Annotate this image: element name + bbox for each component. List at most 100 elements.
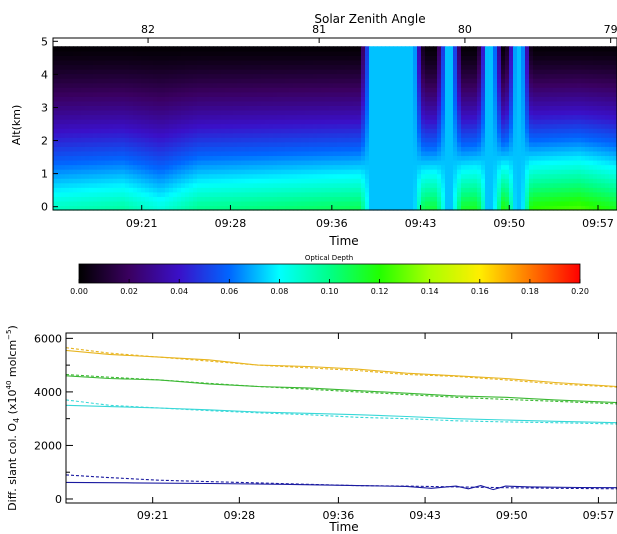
heatmap-cell — [489, 178, 494, 184]
heatmap-cell — [541, 205, 546, 211]
heatmap-cell — [121, 109, 126, 116]
heatmap-cell — [81, 105, 86, 111]
heatmap-cell — [189, 78, 194, 84]
heatmap-cell — [577, 119, 582, 125]
heatmap-cell — [377, 123, 382, 129]
heatmap-cell — [533, 141, 538, 147]
heatmap-cell — [149, 119, 154, 125]
heatmap-cell — [209, 132, 214, 138]
heatmap-cell — [509, 155, 514, 161]
heatmap-cell — [389, 96, 394, 102]
heatmap-cell — [169, 82, 174, 88]
heatmap-cell — [553, 82, 558, 88]
heatmap-cell — [537, 187, 542, 193]
heatmap-cell — [217, 87, 222, 93]
heatmap-cell — [185, 150, 190, 157]
heatmap-cell — [109, 155, 114, 161]
heatmap-cell — [245, 146, 250, 152]
heatmap-cell — [321, 87, 326, 93]
heatmap-cell — [325, 191, 330, 197]
heatmap-cell — [493, 91, 498, 97]
heatmap-cell — [473, 64, 478, 70]
heatmap-cell — [261, 159, 266, 166]
heatmap-cell — [521, 82, 526, 88]
heatmap-cell — [413, 155, 418, 161]
heatmap-cell — [277, 205, 282, 211]
heatmap-cell — [429, 59, 434, 66]
heatmap-cell — [573, 205, 578, 211]
heatmap-cell — [153, 69, 158, 75]
heatmap-cell — [577, 159, 582, 166]
heatmap-cell — [545, 109, 550, 116]
heatmap-cell — [137, 205, 142, 211]
heatmap-cell — [325, 141, 330, 147]
heatmap-cell — [77, 178, 82, 184]
heatmap-cell — [305, 55, 310, 61]
heatmap-cell — [65, 105, 70, 111]
heatmap-cell — [549, 69, 554, 75]
heatmap-cell — [293, 50, 298, 56]
heatmap-cell — [73, 59, 78, 66]
heatmap-cell — [137, 155, 142, 161]
heatmap-cell — [321, 46, 326, 52]
heatmap-cell — [537, 78, 542, 84]
heatmap-cell — [57, 187, 62, 193]
heatmap-cell — [77, 150, 82, 157]
heatmap-cell — [101, 187, 106, 193]
heatmap-cell — [357, 46, 362, 52]
heatmap-cell — [461, 119, 466, 125]
heatmap-cell — [533, 82, 538, 88]
heatmap-cell — [101, 87, 106, 93]
heatmap-cell — [597, 69, 602, 75]
heatmap-cell — [201, 46, 206, 52]
heatmap-cell — [513, 137, 518, 143]
heatmap-cell — [589, 87, 594, 93]
heatmap-cell — [277, 64, 282, 70]
heatmap-cell — [589, 155, 594, 161]
heatmap-cell — [401, 173, 406, 179]
heatmap-cell — [317, 137, 322, 143]
heatmap-cell — [189, 137, 194, 143]
heatmap-cell — [565, 82, 570, 88]
heatmap-cell — [509, 196, 514, 202]
heatmap-cell — [109, 87, 114, 93]
heatmap-cell — [513, 146, 518, 152]
heatmap-cell — [473, 105, 478, 111]
heatmap-cell — [85, 187, 90, 193]
heatmap-cell — [241, 155, 246, 161]
heatmap-cell — [433, 200, 438, 207]
heatmap-cell — [593, 137, 598, 143]
heatmap-cell — [193, 59, 198, 66]
heatmap-cell — [429, 100, 434, 106]
heatmap-cell — [369, 64, 374, 70]
heatmap-cell — [597, 150, 602, 157]
heatmap-cell — [345, 73, 350, 79]
heatmap-cell — [177, 146, 182, 152]
heatmap-cell — [453, 123, 458, 129]
heatmap-cell — [405, 69, 410, 75]
heatmap-cell — [569, 159, 574, 166]
heatmap-cell — [409, 200, 414, 207]
heatmap-cell — [373, 82, 378, 88]
heatmap-cell — [213, 200, 218, 207]
heatmap-cell — [209, 169, 214, 175]
heatmap-cell — [405, 109, 410, 116]
heatmap-cell — [489, 82, 494, 88]
heatmap-cell — [569, 141, 574, 147]
heatmap-cell — [317, 109, 322, 116]
heatmap-cell — [469, 109, 474, 116]
heatmap-cell — [509, 119, 514, 125]
heatmap-cell — [553, 73, 558, 79]
heatmap-cell — [561, 109, 566, 116]
heatmap-cell — [157, 196, 162, 202]
heatmap-cell — [357, 155, 362, 161]
heatmap-cell — [149, 178, 154, 184]
heatmap-cell — [457, 87, 462, 93]
heatmap-cell — [209, 82, 214, 88]
heatmap-cell — [321, 155, 326, 161]
heatmap-cell — [137, 114, 142, 120]
heatmap-cell — [297, 200, 302, 207]
heatmap-cell — [537, 119, 542, 125]
heatmap-cell — [121, 73, 126, 79]
heatmap-cell — [589, 205, 594, 211]
